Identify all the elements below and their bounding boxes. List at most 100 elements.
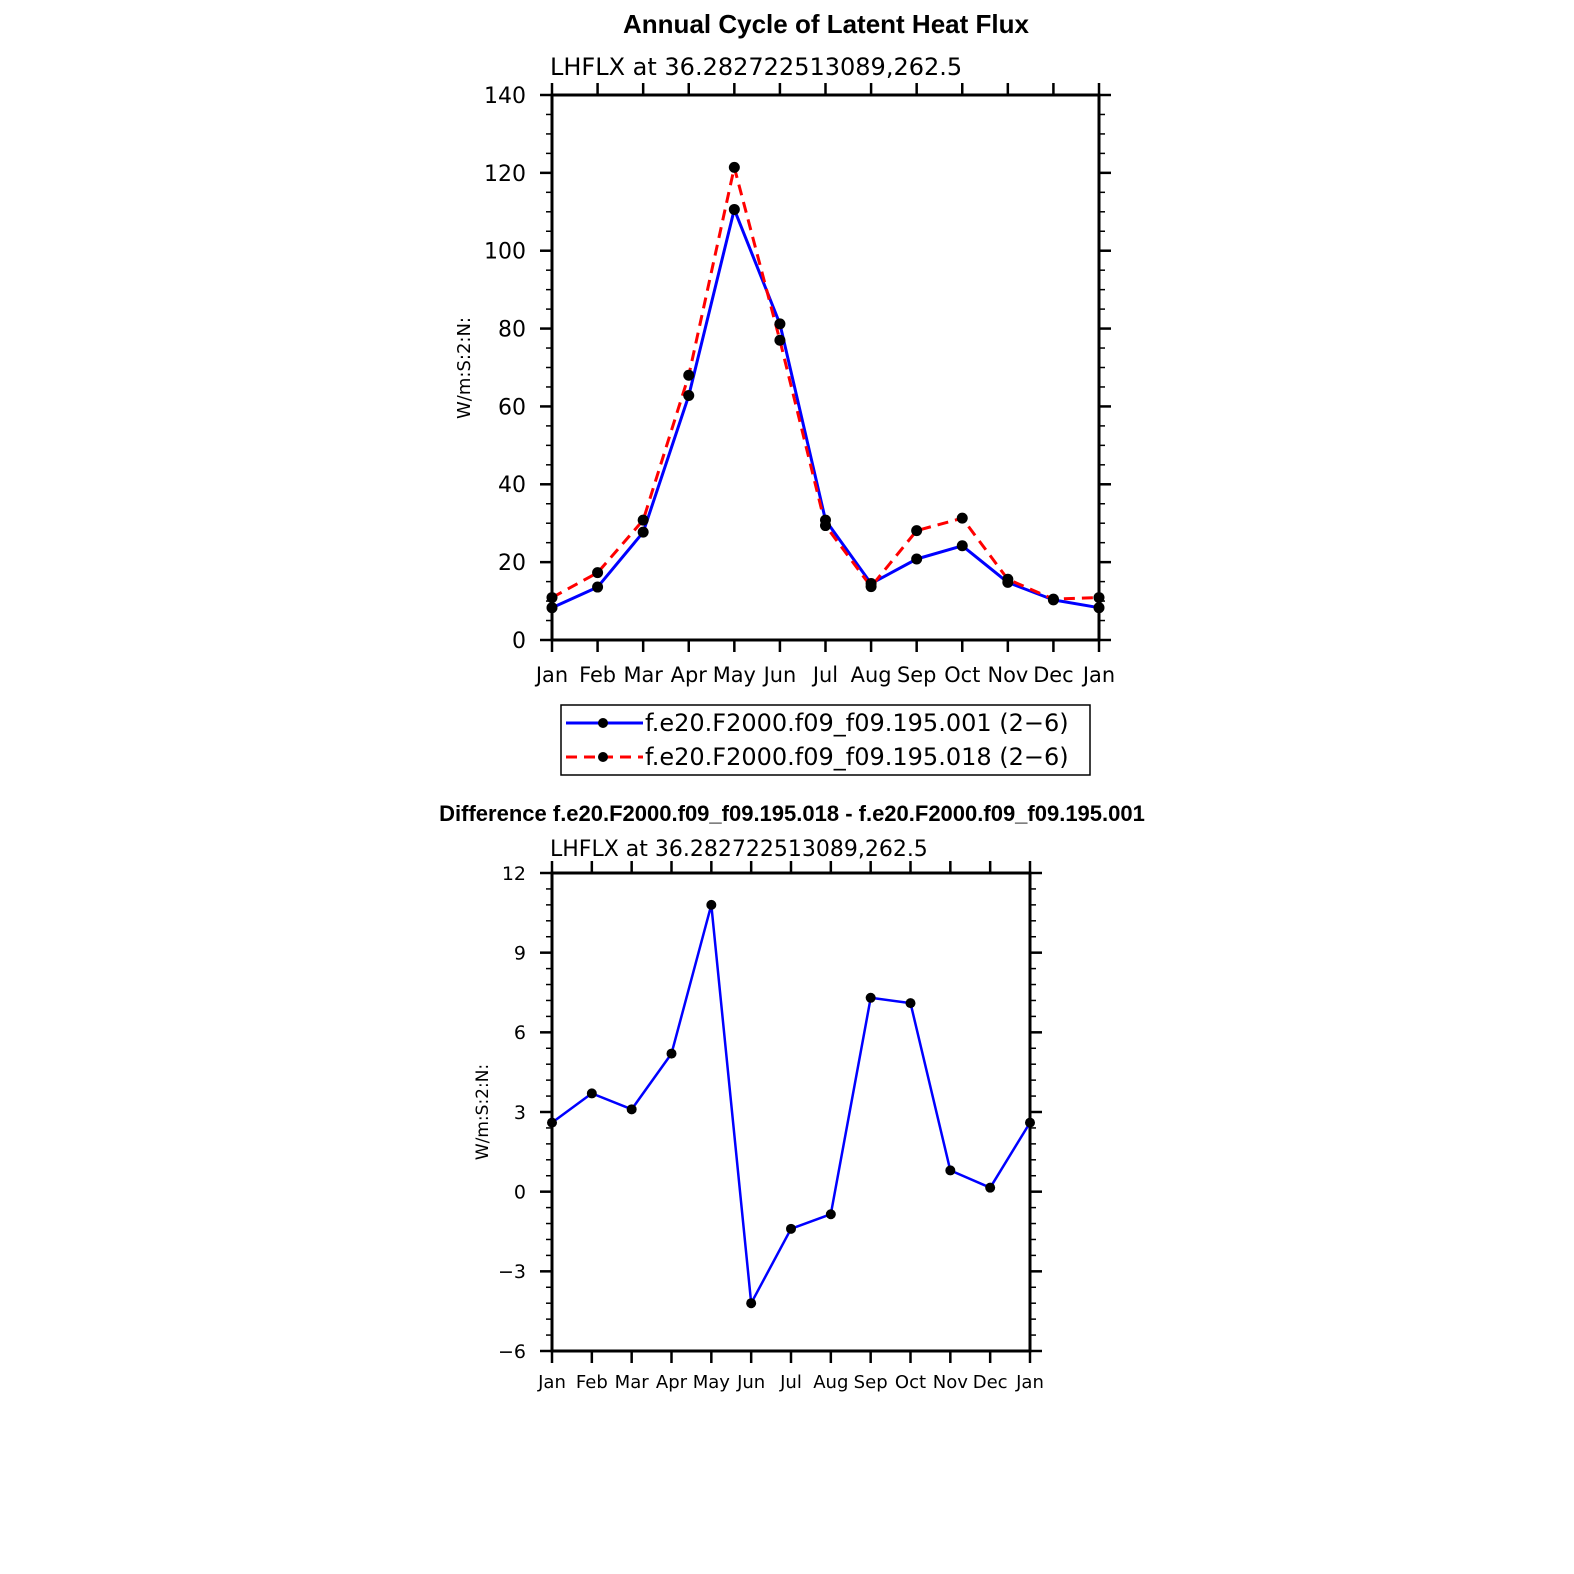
legend-marker-series-1 bbox=[598, 718, 608, 728]
y-tick-label: 0 bbox=[514, 1182, 526, 1204]
y-axis-label: W/m:S:2:N: bbox=[454, 317, 475, 419]
y-tick-label: 3 bbox=[514, 1102, 526, 1124]
x-tick-label: Feb bbox=[576, 1372, 608, 1393]
x-tick-label: Apr bbox=[671, 663, 708, 687]
legend-label-series-2: f.e20.F2000.f09_f09.195.018 (2−6) bbox=[645, 743, 1069, 771]
difference-panel: Difference f.e20.F2000.f09_f09.195.018 -… bbox=[439, 801, 1145, 1393]
x-tick-label: Jan bbox=[1015, 1372, 1044, 1393]
plot-axes: 0 20 40 60 80 100 120 140 Jan Feb Mar Apr May Jun Jul A… bbox=[484, 83, 1115, 687]
x-tick-label: Nov bbox=[933, 1372, 969, 1393]
chart-title: Difference f.e20.F2000.f09_f09.195.018 -… bbox=[439, 801, 1145, 826]
legend: f.e20.F2000.f09_f09.195.001 (2−6) f.e20.… bbox=[560, 704, 1091, 776]
data-point-series-2 bbox=[956, 512, 968, 524]
x-tick-label: Jan bbox=[537, 1372, 566, 1393]
data-point-series-2 bbox=[774, 334, 786, 346]
y-tick-label: −3 bbox=[498, 1261, 526, 1283]
x-tick-label: Aug bbox=[813, 1372, 848, 1393]
chart-title: Annual Cycle of Latent Heat Flux bbox=[623, 9, 1029, 39]
x-tick-label: Sep bbox=[897, 663, 936, 687]
x-tick-label: Jun bbox=[736, 1372, 765, 1393]
data-point-series-1 bbox=[786, 1223, 796, 1234]
x-tick-label: Mar bbox=[623, 663, 663, 687]
data-point-series-2 bbox=[820, 520, 831, 532]
x-tick-label: May bbox=[713, 663, 756, 687]
y-tick-label: 20 bbox=[498, 551, 526, 576]
x-tick-label: Dec bbox=[1033, 663, 1073, 687]
x-tick-label: Dec bbox=[973, 1372, 1008, 1393]
y-tick-label: −6 bbox=[498, 1341, 526, 1363]
data-point-series-2 bbox=[911, 525, 923, 537]
y-tick-label: 100 bbox=[484, 240, 526, 265]
data-point-series-2 bbox=[637, 514, 649, 526]
series-line-1 bbox=[551, 903, 1032, 1305]
data-point-series-1 bbox=[1025, 1117, 1035, 1128]
data-point-series-1 bbox=[592, 581, 604, 593]
data-point-series-1 bbox=[746, 1298, 757, 1309]
chart-subtitle: LHFLX at 36.282722513089,262.5 bbox=[550, 53, 962, 81]
data-point-series-1 bbox=[546, 602, 558, 614]
data-point-series-1 bbox=[956, 540, 968, 552]
x-tick-label: Apr bbox=[656, 1372, 688, 1393]
x-tick-label: Oct bbox=[944, 663, 980, 687]
x-tick-label: Jul bbox=[811, 663, 838, 687]
data-point-series-2 bbox=[683, 369, 695, 381]
y-tick-label: 9 bbox=[514, 943, 526, 965]
plot-axes: −6 −3 0 3 6 9 12 Jan Feb Mar Apr May Jun Jul Aug Sep Oct… bbox=[498, 861, 1044, 1393]
annual-cycle-panel: Annual Cycle of Latent Heat Flux LHFLX a… bbox=[454, 9, 1115, 776]
y-axis-label: W/m:S:2:N: bbox=[473, 1064, 493, 1160]
y-tick-label: 0 bbox=[512, 629, 526, 654]
data-point-series-1 bbox=[1093, 602, 1105, 614]
y-tick-label: 120 bbox=[484, 162, 526, 187]
chart-subtitle: LHFLX at 36.282722513089,262.5 bbox=[550, 837, 928, 862]
data-point-series-1 bbox=[945, 1165, 956, 1176]
legend-label-series-1: f.e20.F2000.f09_f09.195.001 (2−6) bbox=[645, 709, 1069, 737]
x-tick-label: Nov bbox=[987, 663, 1028, 687]
y-tick-label: 80 bbox=[498, 317, 526, 342]
x-tick-label: Mar bbox=[615, 1372, 650, 1393]
data-point-series-1 bbox=[626, 1104, 637, 1115]
x-tick-label: Aug bbox=[851, 663, 892, 687]
data-point-series-2 bbox=[1002, 573, 1014, 585]
x-tick-label: Jun bbox=[762, 663, 797, 687]
data-point-series-1 bbox=[905, 998, 916, 1009]
data-point-series-1 bbox=[547, 1117, 557, 1128]
legend-marker-series-2 bbox=[598, 752, 608, 762]
data-point-series-2 bbox=[865, 581, 877, 593]
series-line-2 bbox=[551, 165, 1100, 601]
data-point-series-1 bbox=[728, 203, 740, 215]
data-point-series-1 bbox=[774, 318, 786, 330]
data-point-series-1 bbox=[637, 526, 649, 538]
data-point-series-2 bbox=[1093, 592, 1105, 604]
data-point-series-1 bbox=[706, 899, 717, 910]
plot-frame bbox=[550, 93, 1101, 642]
series-line-1 bbox=[551, 207, 1100, 610]
data-point-series-1 bbox=[865, 992, 876, 1003]
plot-frame bbox=[550, 871, 1032, 1353]
data-point-series-1 bbox=[911, 553, 923, 565]
x-tick-label: Oct bbox=[895, 1372, 926, 1393]
data-point-series-1 bbox=[666, 1048, 677, 1059]
series-layer bbox=[547, 899, 1035, 1309]
x-tick-label: Sep bbox=[854, 1372, 888, 1393]
y-tick-label: 60 bbox=[498, 395, 526, 420]
data-point-series-1 bbox=[683, 390, 695, 402]
y-tick-label: 6 bbox=[514, 1022, 526, 1044]
data-point-series-1 bbox=[586, 1088, 597, 1099]
data-point-series-2 bbox=[592, 567, 604, 579]
x-tick-label: Jan bbox=[534, 663, 568, 687]
x-tick-label: Jul bbox=[779, 1372, 802, 1393]
data-point-series-2 bbox=[728, 161, 740, 173]
y-tick-label: 12 bbox=[502, 863, 526, 885]
x-tick-label: Jan bbox=[1081, 663, 1115, 687]
legend-box bbox=[560, 704, 1091, 776]
data-point-series-1 bbox=[985, 1182, 996, 1193]
data-point-series-2 bbox=[546, 592, 558, 604]
data-point-series-2 bbox=[1047, 593, 1059, 605]
data-point-series-1 bbox=[825, 1209, 836, 1220]
y-tick-label: 140 bbox=[484, 84, 526, 109]
y-tick-label: 40 bbox=[498, 473, 526, 498]
x-tick-label: Feb bbox=[579, 663, 616, 687]
series-layer bbox=[546, 161, 1105, 614]
x-tick-label: May bbox=[693, 1372, 731, 1393]
